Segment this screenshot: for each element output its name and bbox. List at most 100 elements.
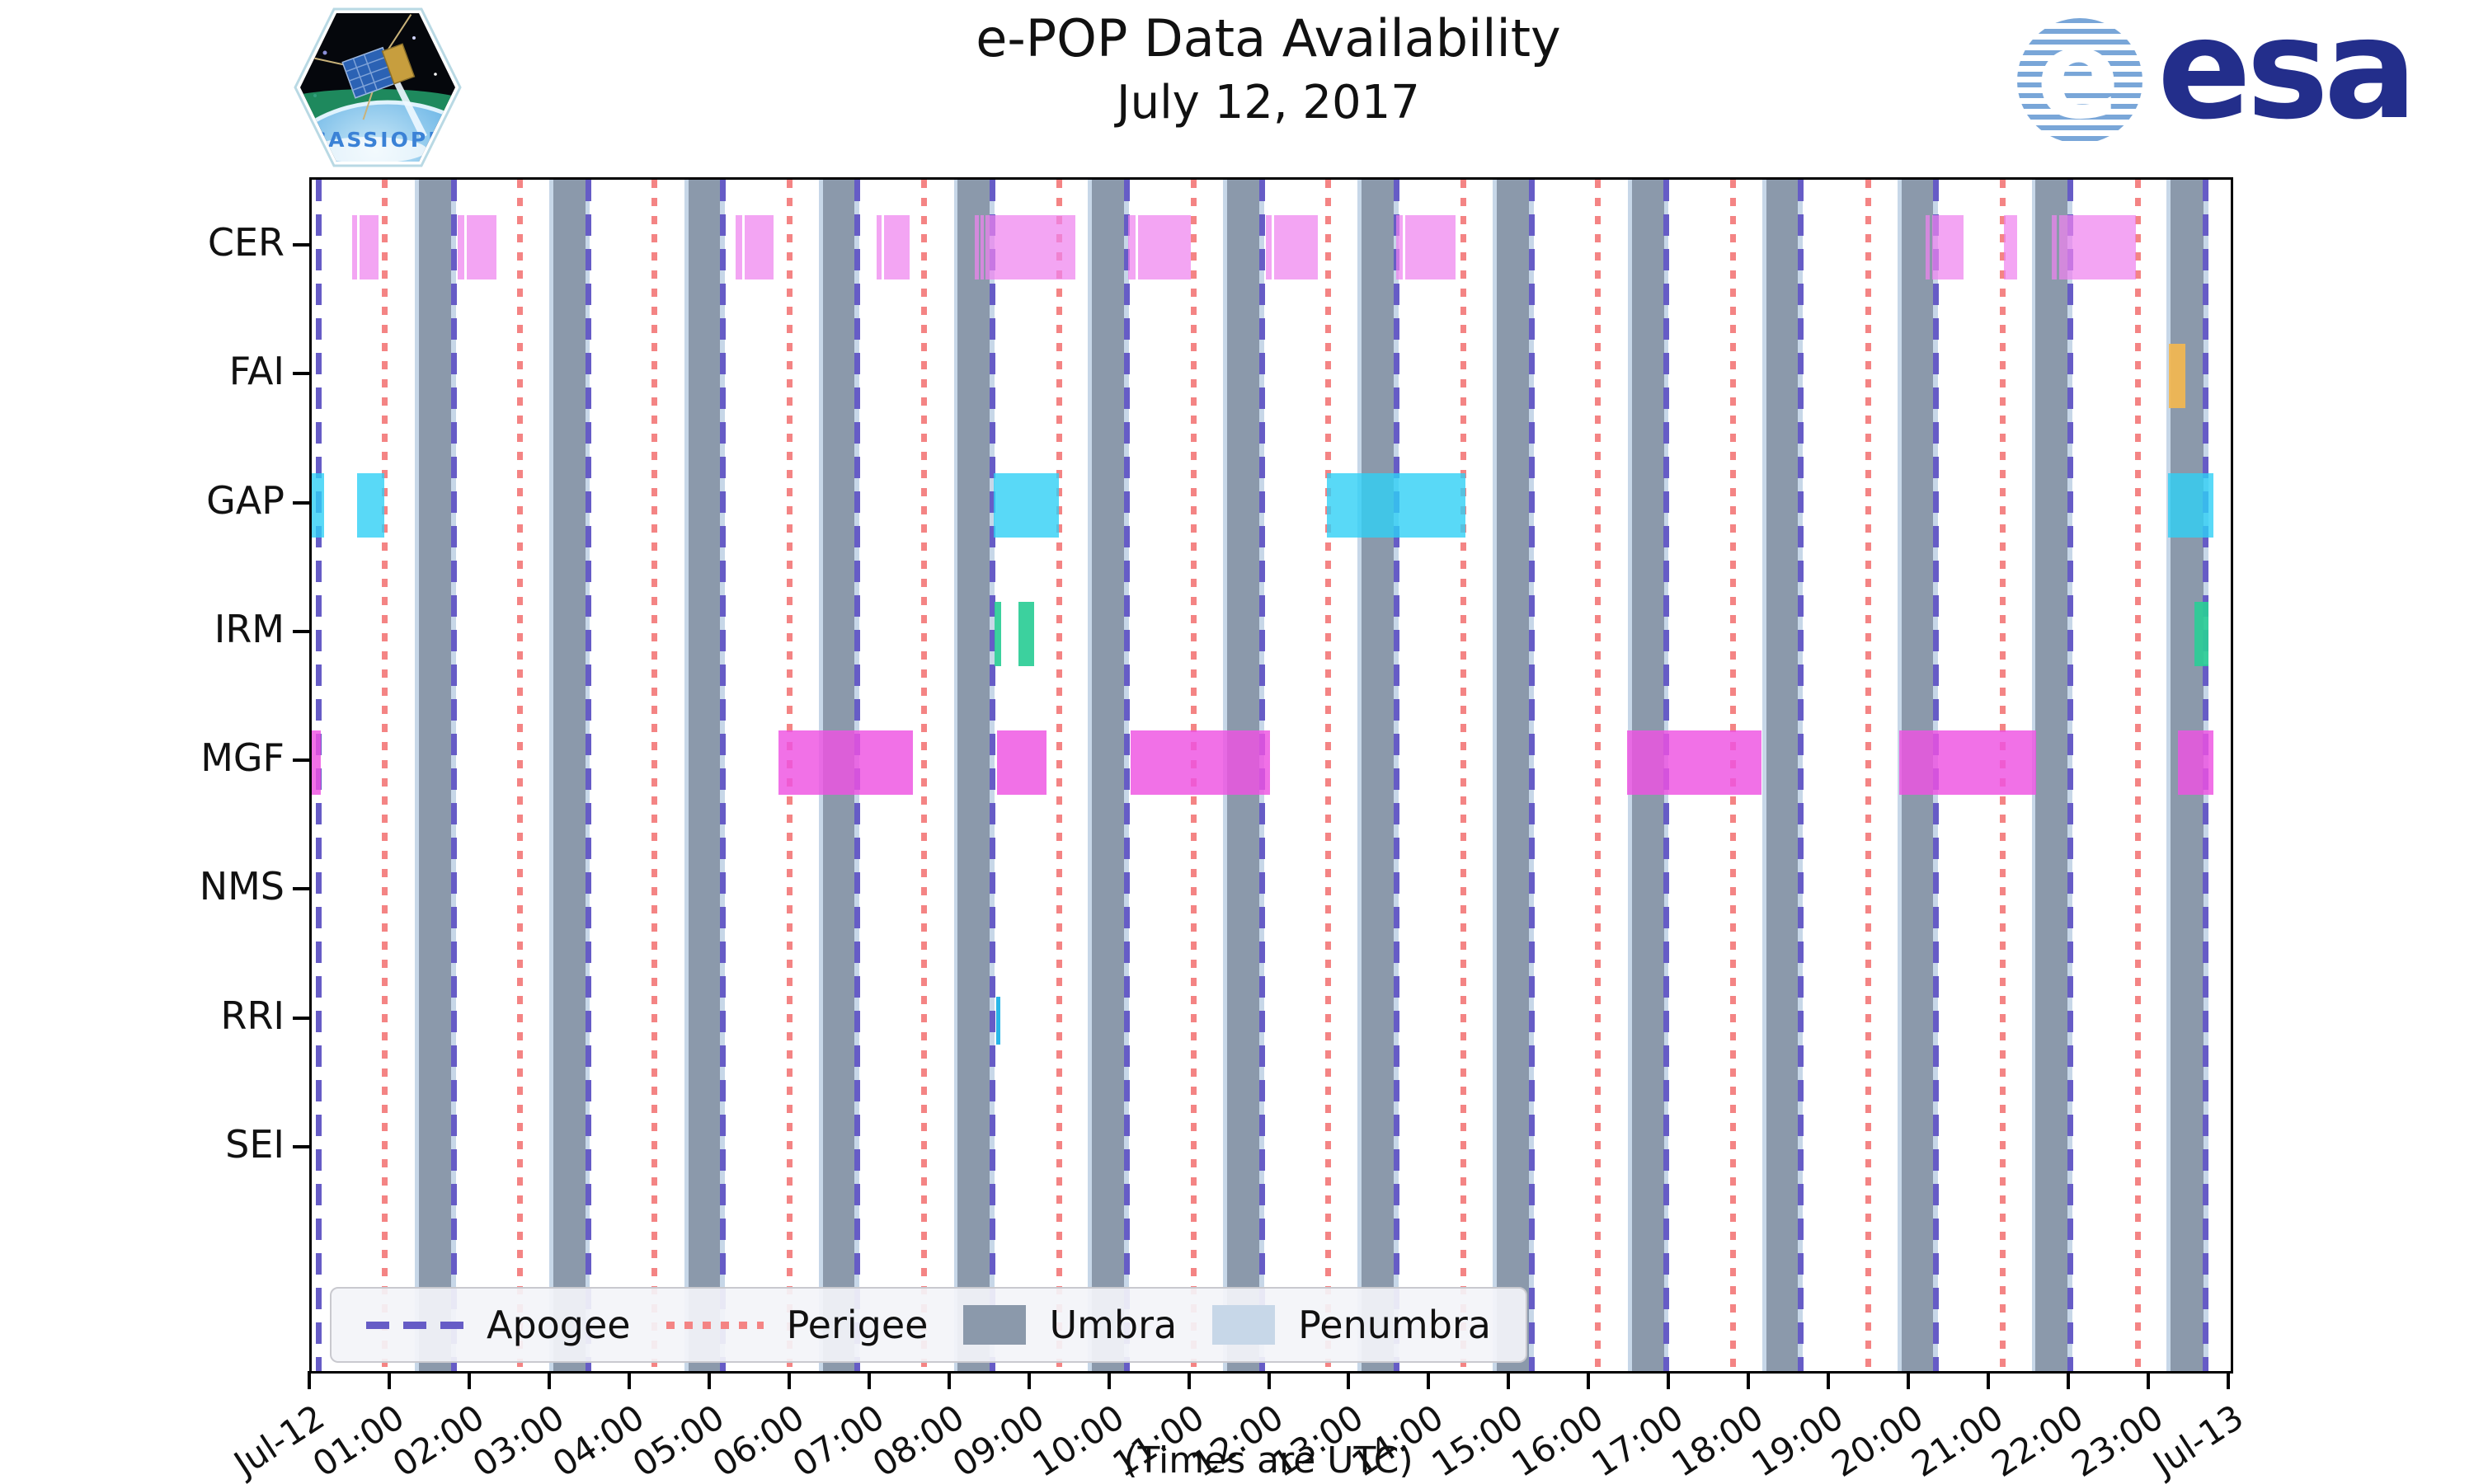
umbra-band [1092,180,1125,1371]
legend-item-penumbra: Penumbra [1212,1303,1491,1347]
availability-bar-CER [974,215,979,279]
umbra-band [1362,180,1394,1371]
perigee-line [651,180,657,1371]
cassiope-mission-patch: CASSIOPE [290,5,465,170]
x-tick [1107,1371,1111,1389]
x-tick [867,1371,871,1389]
x-tick-label: 06:00 [705,1397,811,1484]
cassiope-patch-graphic: CASSIOPE [294,7,462,167]
apogee-line [2067,180,2074,1371]
availability-bar-CER [1395,215,1404,279]
apogee-line [585,180,591,1371]
y-tick-label-CER: CER [207,220,285,265]
umbra-band [553,180,586,1371]
penumbra-band [953,180,959,1371]
apogee-line [450,180,457,1371]
umbra-band [957,180,990,1371]
availability-bar-MGF [778,730,914,795]
esa-wordmark: esa [2157,0,2417,150]
apogee-line [1528,180,1535,1371]
availability-bar-CER [1127,215,1136,279]
availability-bar-CER [1265,215,1272,279]
x-tick [547,1371,551,1389]
x-tick-label: 09:00 [945,1397,1051,1484]
umbra-band [2035,180,2068,1371]
x-tick [1747,1371,1751,1389]
legend-swatch-umbra [963,1305,1027,1345]
legend-label-apogee: Apogee [487,1303,631,1347]
esa-emblem-letter: e [2036,18,2120,143]
availability-bar-CER [1925,215,1931,279]
x-tick [1507,1371,1511,1389]
penumbra-band [548,180,554,1371]
y-tick-label-FAI: FAI [228,349,285,394]
availability-bar-GAP [1327,472,1466,538]
x-tick [1347,1371,1351,1389]
x-tick-label: 05:00 [625,1397,731,1484]
availability-bar-CER [360,215,379,279]
patch-beam [394,82,427,139]
y-tick [293,1016,311,1020]
availability-bar-GAP [357,472,385,538]
availability-bar-CER [1274,215,1318,279]
availability-bar-CER [744,215,774,279]
x-tick [1267,1371,1271,1389]
availability-bar-MGF [1130,730,1270,795]
apogee-line [1124,180,1130,1371]
availability-bar-MGF [2178,730,2213,795]
penumbra-band [2166,180,2172,1371]
x-tick-label: 07:00 [785,1397,891,1484]
x-tick-label: 20:00 [1824,1397,1931,1484]
x-tick-label: 22:00 [1984,1397,2091,1484]
x-tick [1907,1371,1911,1389]
perigee-line [1460,180,1467,1371]
x-tick [1827,1371,1831,1389]
x-tick-label: Jul-12 [226,1397,332,1484]
apogee-line [1393,180,1399,1371]
x-tick [627,1371,631,1389]
esa-logo: e esa [2017,0,2417,150]
x-tick-label: Jul-13 [2145,1397,2251,1484]
availability-bar-MGF [1626,730,1761,795]
penumbra-band [415,180,420,1371]
x-tick [387,1371,391,1389]
x-tick [1667,1371,1671,1389]
x-tick-label: 18:00 [1664,1397,1771,1484]
umbra-band [1496,180,1529,1371]
penumbra-band [1493,180,1498,1371]
perigee-line [1865,180,1871,1371]
legend-item-apogee: Apogee [366,1303,631,1347]
legend-item-perigee: Perigee [666,1303,928,1347]
availability-bar-IRM [1018,601,1034,666]
availability-bar-CER [877,215,882,279]
esa-emblem-icon: e [2017,18,2142,143]
penumbra-band [1761,180,1767,1371]
availability-bar-CER [352,215,358,279]
legend-item-umbra: Umbra [963,1303,1177,1347]
umbra-band [688,180,721,1371]
y-tick-label-SEI: SEI [225,1121,285,1167]
cassiope-patch-title: CASSIOPE [311,128,445,152]
availability-bar-CER [2051,215,2057,279]
plot-area: Apogee Perigee Umbra Penumbra [309,177,2233,1374]
availability-bar-CER [458,215,465,279]
availability-bar-CER [467,215,496,279]
x-tick-label: 17:00 [1584,1397,1691,1484]
x-tick-label: 02:00 [385,1397,492,1484]
availability-bar-GAP [312,472,324,538]
x-tick [787,1371,791,1389]
perigee-line [2134,180,2141,1371]
x-tick-label: 01:00 [305,1397,412,1484]
availability-bar-CER [2058,215,2136,279]
perigee-line [1595,180,1602,1371]
x-axis-label: (Times are UTC) [1123,1439,1413,1482]
x-tick-label: 15:00 [1424,1397,1531,1484]
x-tick [707,1371,711,1389]
y-tick-label-GAP: GAP [206,477,285,523]
x-tick [2147,1371,2151,1389]
x-tick [1587,1371,1591,1389]
availability-bar-MGF [1898,730,2037,795]
availability-bar-CER [884,215,910,279]
y-tick [293,1144,311,1148]
